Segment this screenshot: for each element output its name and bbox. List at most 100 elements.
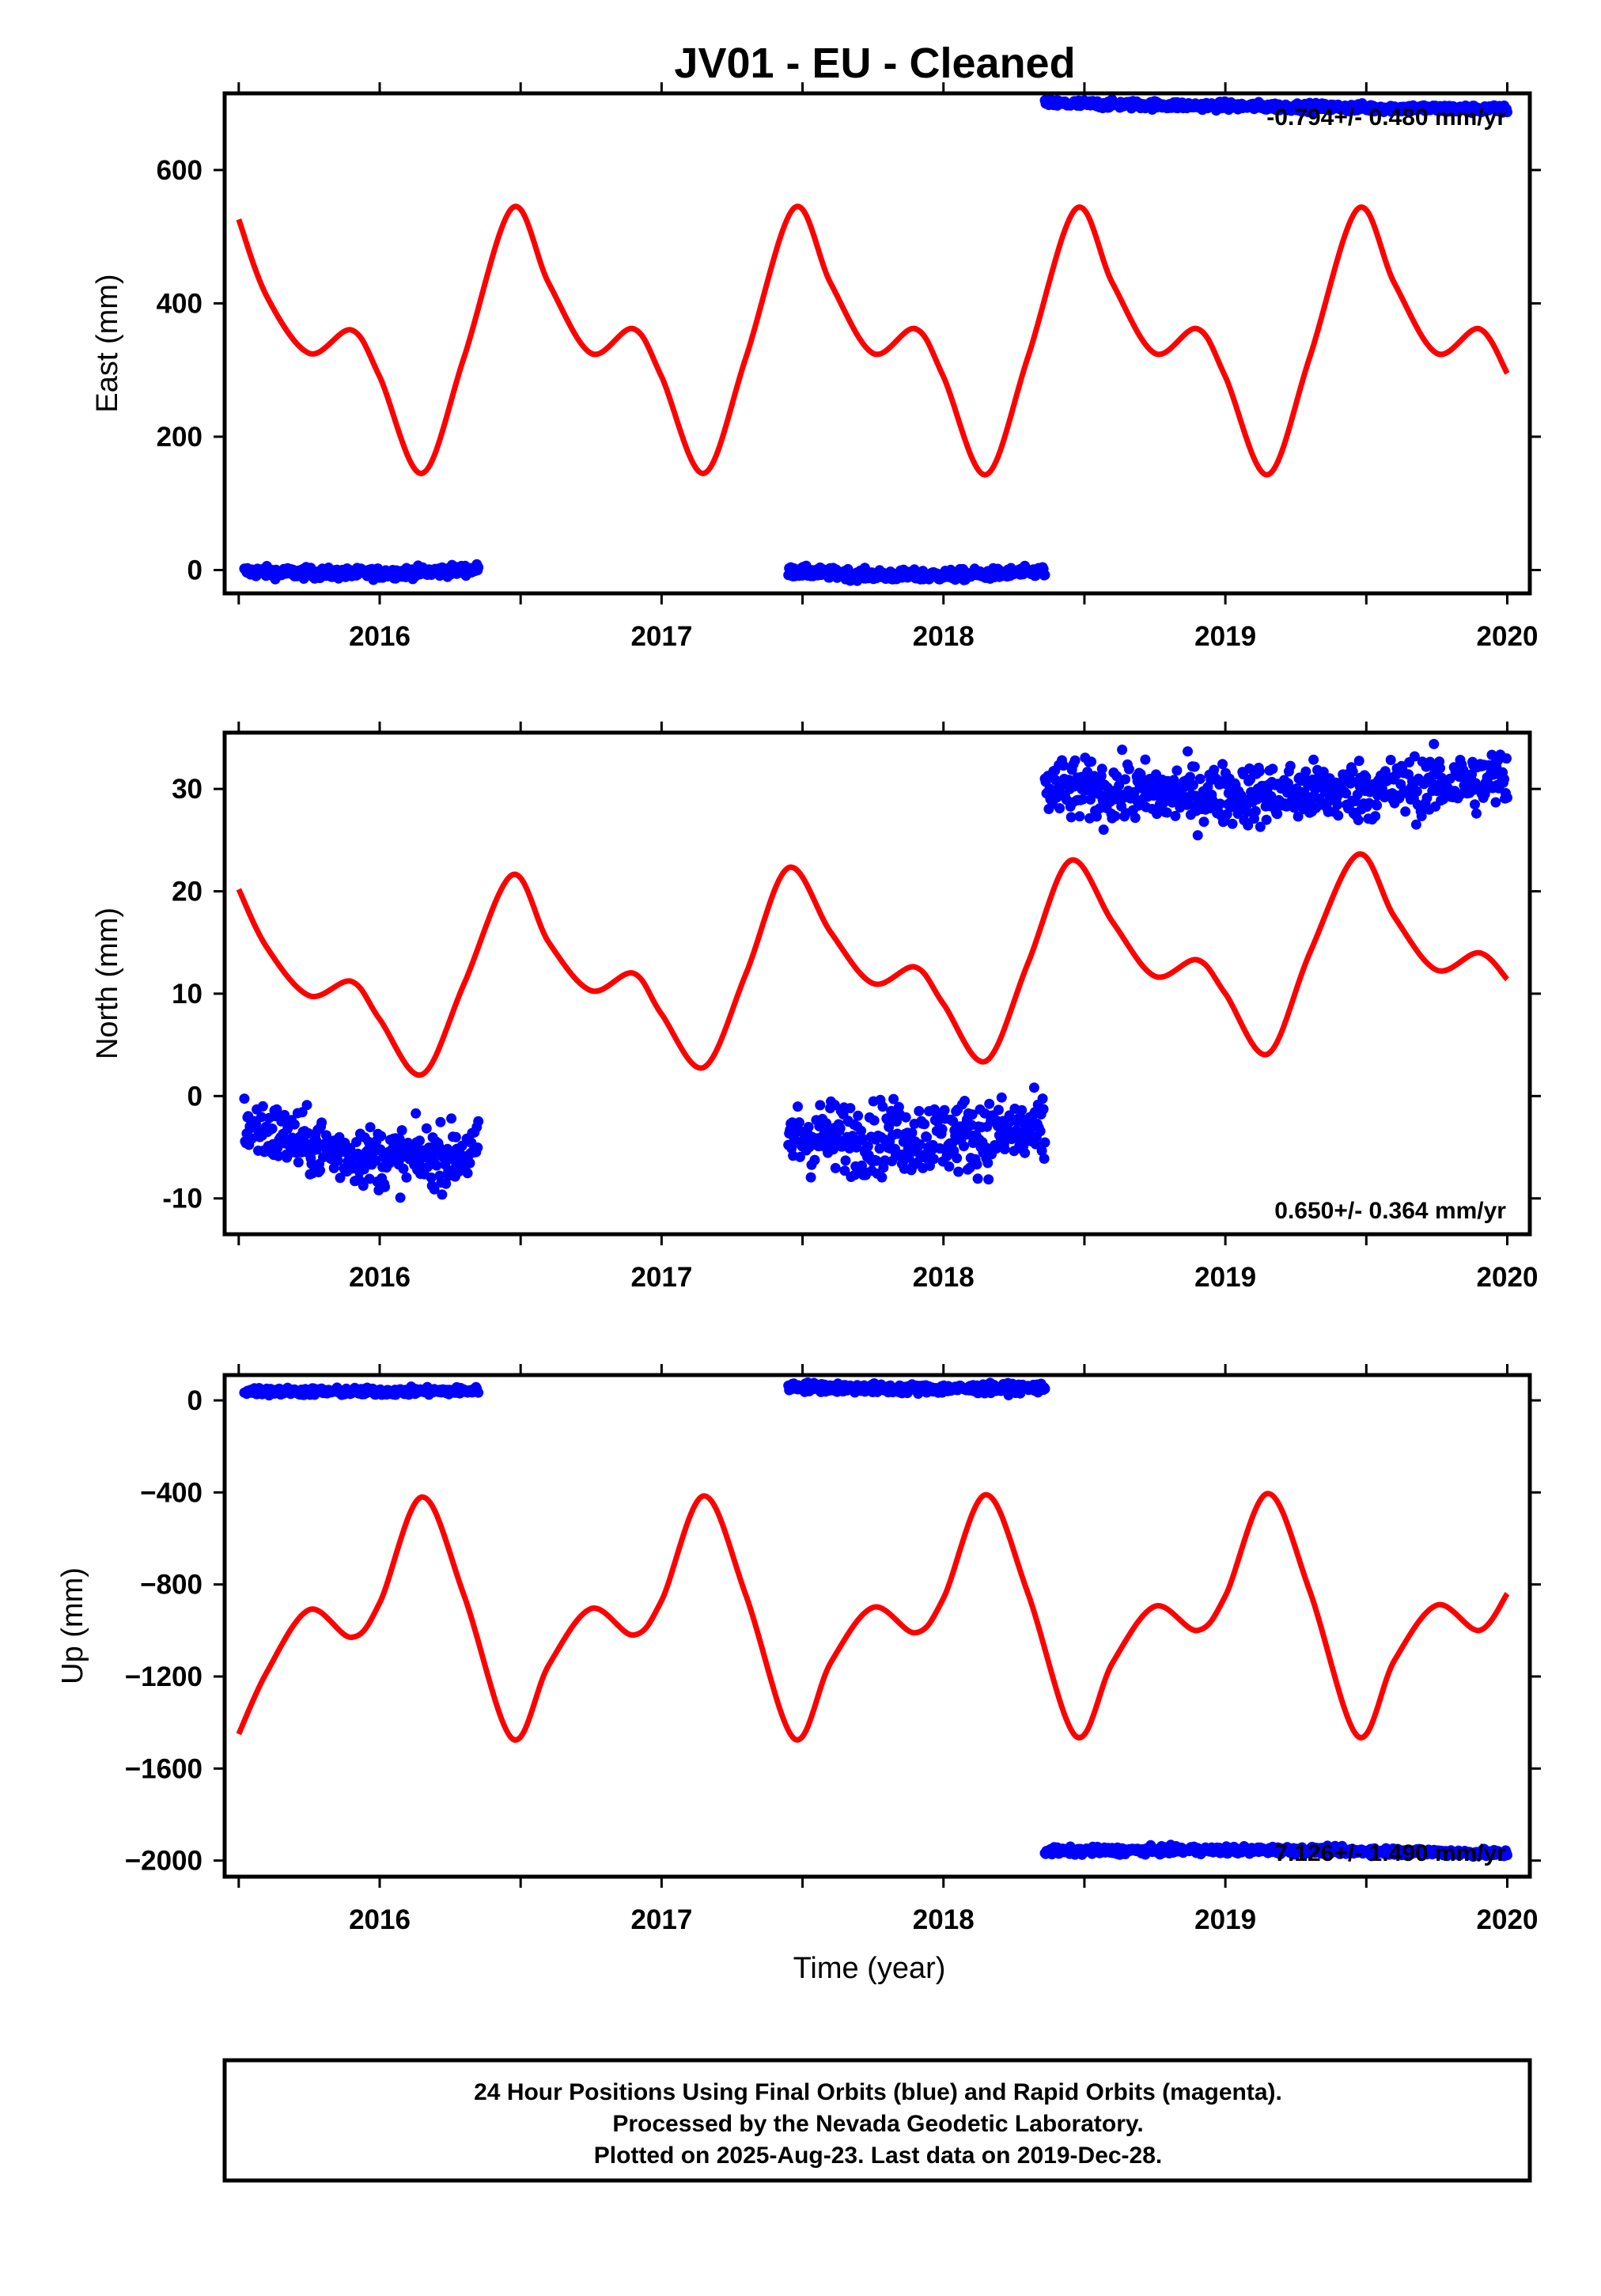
north-data-point (967, 1109, 978, 1120)
north-data-point (980, 1142, 991, 1153)
north-data-point (1467, 769, 1478, 779)
north-data-point (1370, 811, 1381, 822)
north-data-point (358, 1180, 369, 1192)
north-data-point (1372, 800, 1383, 811)
north-data-point (1227, 818, 1238, 829)
north-x-tick-label: 2019 (1194, 1262, 1256, 1293)
north-data-point (982, 1157, 994, 1169)
north-data-point (914, 1139, 925, 1150)
north-data-point (1098, 824, 1109, 835)
north-data-point (1198, 816, 1209, 828)
north-data-point (1039, 1137, 1050, 1148)
north-data-point (1091, 811, 1102, 822)
north-x-tick-label: 2017 (630, 1262, 692, 1293)
north-data-point (431, 1160, 442, 1171)
north-data-point (433, 1141, 445, 1152)
north-data-point (1421, 793, 1433, 803)
north-data-point (435, 1116, 446, 1127)
north-data-point (953, 1166, 964, 1177)
footer-note: 24 Hour Positions Using Final Orbits (bl… (222, 2058, 1532, 2183)
north-data-point (1185, 771, 1195, 782)
north-data-point (809, 1154, 820, 1165)
north-data-point (1117, 744, 1128, 756)
north-data-point (871, 1155, 882, 1166)
north-data-point (1499, 774, 1510, 785)
east-y-tick-label: 600 (157, 155, 202, 186)
north-data-point (959, 1096, 970, 1106)
north-data-point (952, 1153, 963, 1164)
north-data-point (1409, 751, 1420, 762)
north-data-point (939, 1104, 950, 1116)
north-data-point (1170, 810, 1181, 821)
north-data-point (1183, 746, 1193, 757)
north-data-point (1272, 809, 1283, 820)
north-data-point (376, 1131, 387, 1142)
north-data-point (914, 1105, 925, 1116)
north-data-point (1318, 767, 1329, 778)
north-data-point (1136, 772, 1147, 783)
north-data-point (1130, 813, 1141, 824)
north-data-point (888, 1093, 899, 1104)
north-data-point (919, 1119, 930, 1130)
north-data-point (1036, 1146, 1047, 1156)
east-velocity-label: -0.794+/- 0.480 mm/yr (1266, 104, 1506, 131)
north-data-point (1209, 764, 1220, 775)
north-data-point (972, 1173, 983, 1184)
north-data-point (853, 1110, 864, 1121)
north-data-point (398, 1163, 409, 1174)
east-y-tick-label: 200 (157, 422, 202, 453)
north-data-point (389, 1150, 400, 1161)
north-data-point (944, 1161, 955, 1172)
north-data-point (473, 1116, 484, 1127)
north-data-point (247, 1133, 258, 1144)
up-y-tick-label: 0 (187, 1385, 202, 1416)
north-data-point (472, 1142, 483, 1153)
up-velocity-label: 7.126+/- 1.490 mm/yr (1274, 1840, 1506, 1866)
up-x-tick-label: 2020 (1477, 1904, 1539, 1935)
east-x-tick-label: 2016 (349, 621, 411, 652)
north-data-point (971, 1159, 982, 1170)
north-data-point (1189, 761, 1200, 772)
north-data-point (869, 1115, 880, 1126)
north-data-point (1435, 763, 1446, 774)
north-y-tick-label: 20 (172, 877, 202, 907)
north-data-point (1111, 771, 1122, 782)
north-data-point (1054, 803, 1065, 814)
north-data-point (1161, 807, 1172, 818)
north-data-point (426, 1173, 437, 1183)
north-data-point (370, 1155, 381, 1166)
north-data-point (1501, 753, 1512, 764)
north-data-point (850, 1169, 861, 1180)
north-data-point (289, 1119, 300, 1130)
north-data-point (892, 1128, 903, 1139)
north-data-point (1133, 800, 1144, 811)
north-data-point (411, 1108, 422, 1119)
north-data-point (1187, 779, 1198, 790)
up-panel: 2016 2017 2018 2019 2020 −2000 −1600 −1200 −800 −… (56, 1364, 1541, 1985)
north-data-point (1192, 830, 1203, 841)
north-data-point (401, 1172, 412, 1183)
up-plot-frame (222, 1373, 1532, 1879)
north-data-point (857, 1134, 868, 1144)
north-y-tick-label: -10 (162, 1184, 202, 1214)
north-model-fit-line (236, 851, 1510, 1078)
north-data-point (1110, 811, 1121, 821)
up-final-orbit-points (239, 1377, 1512, 1862)
east-x-tick-label: 2019 (1194, 621, 1256, 652)
east-data-point (473, 562, 484, 573)
north-data-point (1353, 815, 1364, 825)
north-data-point (1035, 1126, 1046, 1137)
north-data-point (1123, 763, 1134, 775)
east-data-point (1039, 570, 1050, 581)
up-x-tick-label: 2017 (630, 1904, 692, 1935)
north-data-point (1353, 756, 1364, 767)
north-data-point (1333, 810, 1344, 821)
north-data-point (464, 1157, 475, 1169)
north-data-point (1250, 805, 1261, 816)
north-data-point (1243, 820, 1254, 831)
north-data-point (1158, 797, 1169, 808)
north-data-point (1255, 821, 1266, 832)
north-data-point (1120, 774, 1130, 785)
north-data-point (1242, 806, 1253, 817)
